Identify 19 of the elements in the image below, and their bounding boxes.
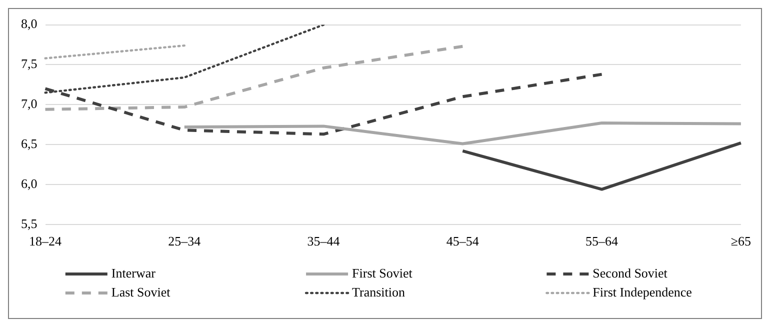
y-tick-label: 5,5 bbox=[21, 216, 38, 231]
y-tick-label: 6,0 bbox=[21, 176, 38, 191]
y-tick-label: 6,5 bbox=[21, 136, 38, 151]
x-tick-label: 18–24 bbox=[29, 234, 62, 249]
y-tick-label: 8,0 bbox=[21, 16, 38, 32]
legend-label: Transition bbox=[352, 284, 406, 300]
y-tick-label: 7,0 bbox=[21, 96, 38, 112]
line-series bbox=[44, 44, 464, 111]
x-tick-label: ≥65 bbox=[730, 234, 752, 249]
x-tick-label: 45–54 bbox=[446, 234, 480, 249]
legend-label: First Soviet bbox=[352, 265, 413, 280]
x-tick-label: 35–44 bbox=[307, 234, 340, 249]
legend-label: Last Soviet bbox=[111, 284, 171, 300]
legend-label: Second Soviet bbox=[592, 265, 668, 280]
x-tick-label: 25–34 bbox=[168, 234, 202, 249]
x-tick-label: 55–64 bbox=[586, 234, 619, 249]
y-tick-label: 7,5 bbox=[21, 56, 38, 72]
legend-label: Interwar bbox=[111, 265, 156, 280]
legend-label: First Independence bbox=[592, 284, 692, 300]
